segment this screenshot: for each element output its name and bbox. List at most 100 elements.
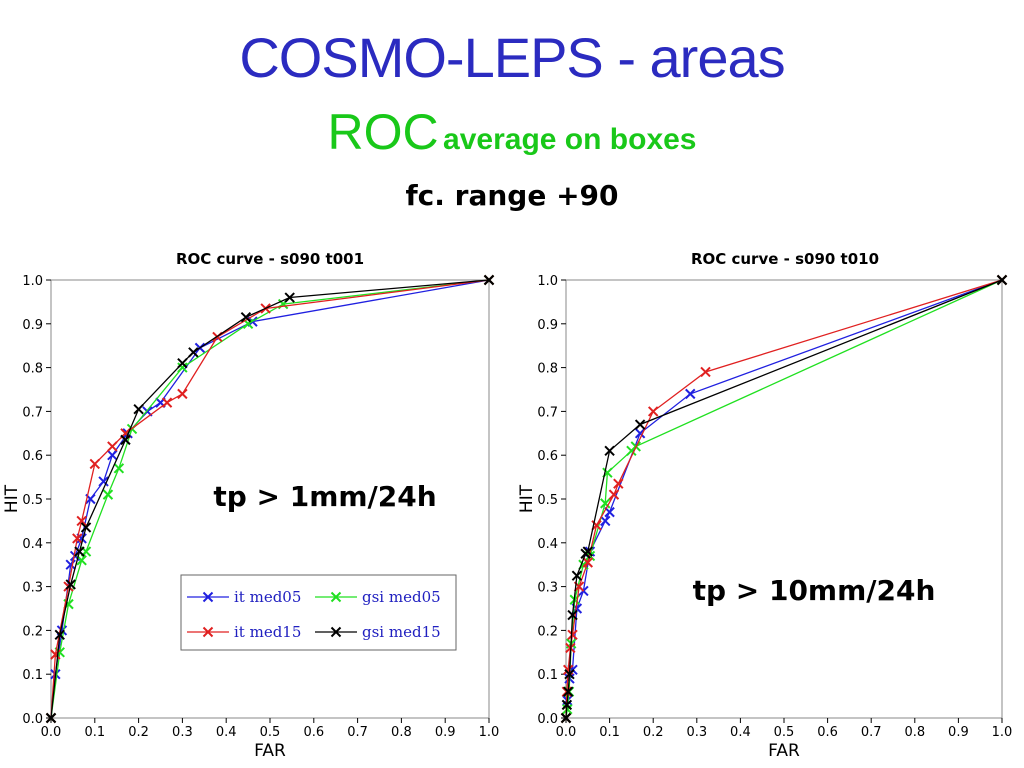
data-point [133, 404, 144, 415]
data-point [72, 533, 83, 544]
data-point [567, 629, 578, 640]
x-tick-label: 0.4 [216, 725, 237, 740]
data-point [604, 445, 615, 457]
x-tick-label: 0.0 [556, 725, 577, 740]
x-tick-label: 0.8 [391, 725, 412, 740]
series-line-it-med15 [565, 279, 1003, 719]
roc-chart-1: ROC curve - s090 t001 0.0 0.1 0.2 0.3 0.4 0.5 0… [2, 250, 499, 761]
data-point [98, 476, 109, 487]
data-point [102, 489, 114, 500]
series-gsi-med15 [560, 274, 1008, 724]
y-tick-label: 0.0 [22, 712, 43, 727]
y-tick-label: 0.6 [537, 449, 558, 464]
data-point [634, 428, 646, 439]
x-tick-label: 0.0 [41, 725, 62, 740]
y-tick-label: 0.0 [537, 712, 558, 727]
data-point [89, 458, 101, 470]
data-point [74, 546, 85, 557]
y-tick-label: 0.4 [22, 537, 43, 552]
legend-marker [330, 591, 342, 603]
data-point [582, 546, 594, 557]
x-tick-label: 0.9 [948, 725, 969, 740]
y-tick-label: 0.1 [22, 668, 43, 683]
x-tick-label: 0.5 [260, 725, 281, 740]
legend-marker [330, 626, 342, 638]
roc-chart-2: ROC curve - s090 t010 0.0 0.1 0.2 0.3 0.4 0.5 0… [517, 250, 1012, 761]
x-tick-label: 0.3 [686, 725, 707, 740]
y-tick-label: 0.7 [537, 405, 558, 420]
legend-box [180, 574, 457, 651]
data-point [561, 699, 573, 711]
y-tick-label: 0.5 [22, 493, 43, 508]
legend-label: gsi med15 [362, 623, 441, 641]
data-point [564, 668, 575, 680]
data-point [65, 559, 76, 570]
legend-marker [202, 591, 214, 603]
data-point [45, 712, 57, 724]
series-gsi-med15 [45, 274, 495, 724]
data-point [65, 579, 76, 590]
y-tick-label: 0.3 [537, 581, 558, 596]
data-point [634, 419, 646, 430]
data-point [571, 570, 583, 581]
data-point [560, 712, 572, 724]
series-line-gsi-med15 [565, 279, 1003, 719]
y-axis-label: HIT [517, 484, 537, 513]
series-it-med05 [560, 274, 1008, 724]
threshold-annotation: tp > 10mm/24h [693, 574, 936, 607]
data-point [600, 498, 611, 509]
x-tick-label: 0.1 [84, 725, 105, 740]
slide-subtitle: ROC average on boxes [0, 100, 1024, 177]
data-point [54, 629, 65, 640]
data-point [107, 441, 118, 452]
data-point [177, 358, 188, 369]
y-tick-label: 0.7 [22, 405, 43, 420]
series-line-gsi-med15 [50, 279, 490, 719]
data-point [107, 449, 118, 461]
y-tick-label: 0.9 [537, 318, 558, 333]
data-point [284, 292, 295, 303]
slide-title: COSMO-LEPS - areas [239, 26, 785, 89]
x-tick-label: 1.0 [992, 725, 1013, 740]
x-tick-label: 0.4 [730, 725, 751, 740]
legend-marker [202, 626, 214, 638]
x-tick-label: 0.2 [643, 725, 664, 740]
data-point [647, 406, 659, 417]
x-tick-label: 0.9 [435, 725, 456, 740]
series-line-gsi-med05 [565, 279, 1003, 719]
x-axis-label: FAR [768, 741, 800, 761]
data-point [80, 522, 92, 533]
legend-label: it med05 [234, 588, 301, 606]
x-tick-label: 0.6 [303, 725, 324, 740]
series-line-gsi-med05 [50, 279, 490, 719]
series-it-med15 [560, 274, 1008, 724]
legend: it med05 gsi med05 it med15 gsi med15 [180, 574, 457, 651]
data-point [120, 434, 131, 446]
x-tick-label: 0.5 [774, 725, 795, 740]
subtitle-roc: ROC [327, 104, 439, 160]
data-point [604, 506, 615, 518]
data-point [240, 312, 252, 323]
data-point [700, 366, 711, 378]
plot-frame [565, 279, 1003, 719]
series-line-it-med05 [565, 279, 1003, 719]
threshold-annotation: tp > 1mm/24h [213, 480, 436, 513]
x-tick-label: 0.3 [172, 725, 193, 740]
data-point [608, 489, 620, 500]
y-tick-label: 0.4 [537, 537, 558, 552]
data-point [685, 388, 696, 400]
y-tick-label: 0.8 [22, 362, 43, 377]
data-point [113, 463, 125, 474]
series-gsi-med05 [560, 274, 1008, 724]
y-tick-label: 0.6 [22, 449, 43, 464]
y-axis-label: HIT [2, 484, 22, 513]
x-tick-label: 0.7 [347, 725, 368, 740]
x-axis-label: FAR [254, 741, 286, 761]
data-point [567, 609, 578, 621]
y-tick-label: 0.9 [22, 318, 43, 333]
x-tick-label: 0.6 [817, 725, 838, 740]
x-tick-label: 0.2 [128, 725, 149, 740]
data-point [600, 515, 611, 527]
x-tick-label: 0.8 [904, 725, 925, 740]
